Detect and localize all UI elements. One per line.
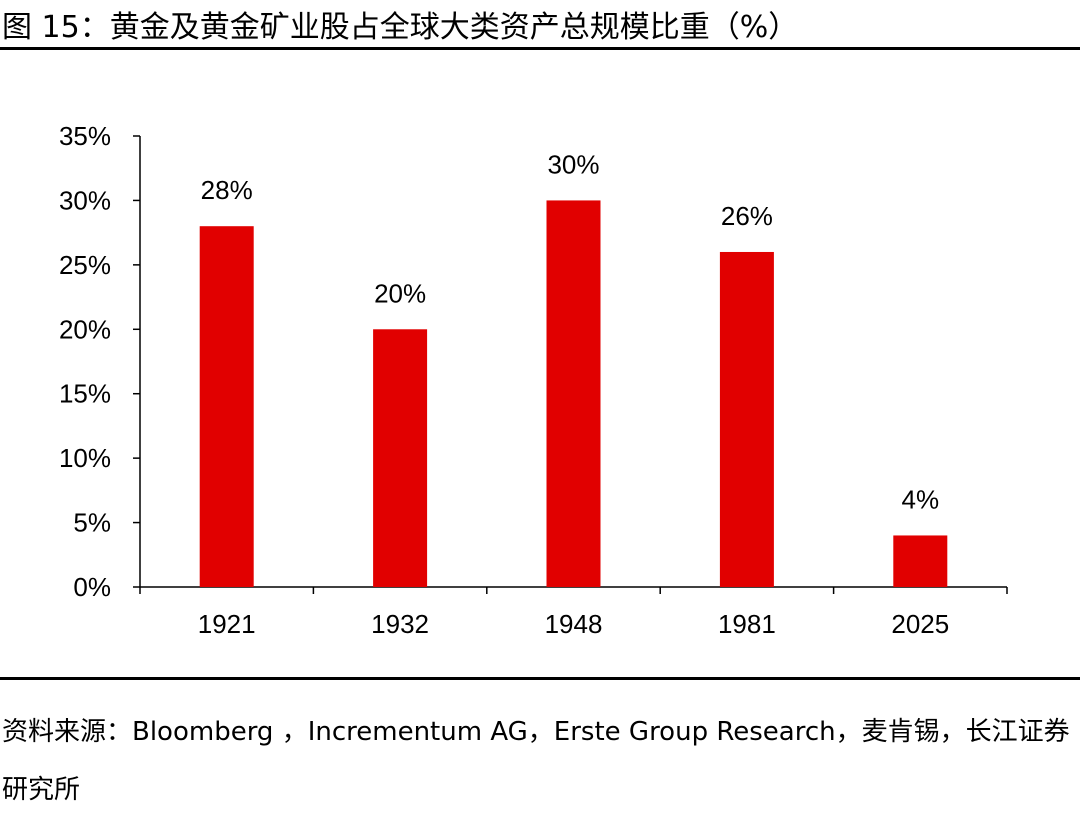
y-tick-label: 20% <box>59 314 111 344</box>
bar-2025 <box>893 535 948 587</box>
figure-title: 图 15：黄金及黄金矿业股占全球大类资产总规模比重（%） <box>2 10 799 45</box>
x-tick-label-2025: 2025 <box>891 609 949 639</box>
data-label-1981: 26% <box>721 201 773 231</box>
y-tick-label: 30% <box>59 185 111 215</box>
x-tick-label-1948: 1948 <box>545 609 603 639</box>
y-tick-label: 25% <box>59 250 111 280</box>
data-label-1932: 20% <box>374 278 426 308</box>
bar-chart: 0% 5% 10% 15% 20% 25% 30% 35% 28% 1921 20% 1932 30% 1… <box>59 121 1008 639</box>
title-rule <box>0 47 1080 50</box>
x-tick-label-1981: 1981 <box>718 609 776 639</box>
y-tick-label: 35% <box>59 121 111 151</box>
bar-1981 <box>719 251 774 587</box>
y-tick-label: 5% <box>73 508 111 538</box>
data-label-1948: 30% <box>547 149 599 179</box>
y-tick-label: 10% <box>59 443 111 473</box>
y-tick-label: 15% <box>59 379 111 409</box>
y-tick-label: 0% <box>73 572 111 602</box>
x-tick-label-1921: 1921 <box>198 609 256 639</box>
data-label-2025: 4% <box>902 484 940 514</box>
bar-1932 <box>373 329 428 587</box>
data-label-1921: 28% <box>201 175 253 205</box>
bar-1921 <box>199 226 254 587</box>
bar-1948 <box>546 200 601 587</box>
x-tick-label-1932: 1932 <box>371 609 429 639</box>
source-rule <box>0 677 1080 680</box>
source-note: 资料来源：Bloomberg ，Incrementum AG，Erste Gro… <box>2 717 1070 805</box>
